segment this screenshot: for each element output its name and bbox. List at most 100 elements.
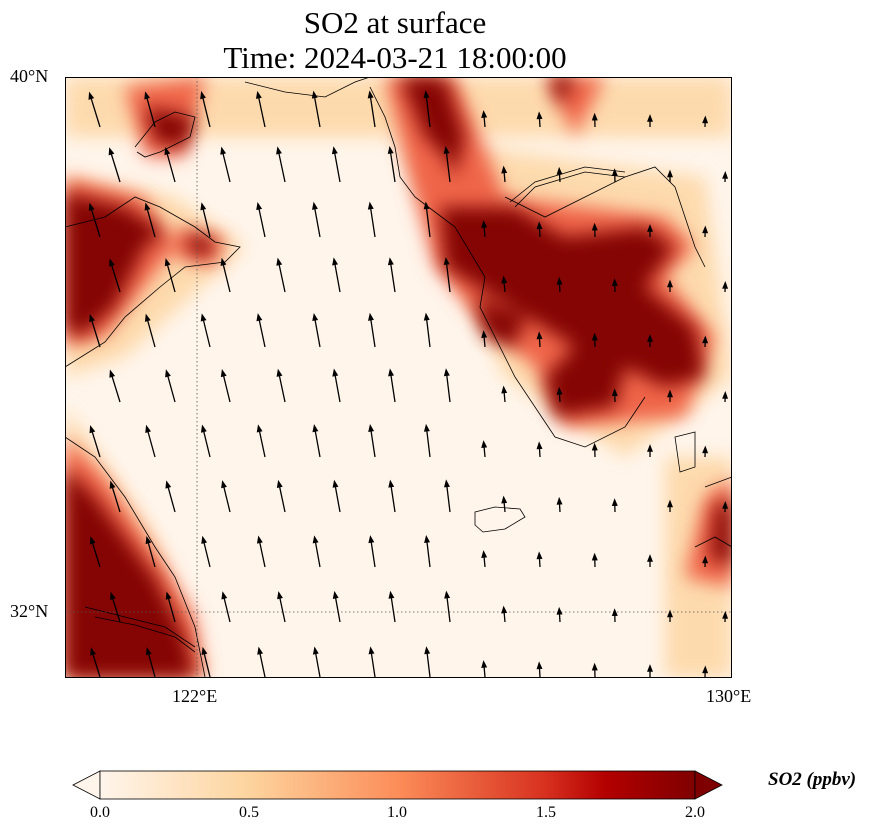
map-title: SO2 at surface — [303, 5, 487, 40]
wind-arrow — [389, 150, 396, 183]
wind-arrowhead — [331, 146, 338, 155]
wind-arrow — [258, 651, 266, 678]
wind-arrow — [334, 484, 341, 513]
wind-arrowhead — [647, 334, 653, 342]
wind-arrowhead — [109, 480, 116, 489]
wind-arrowhead — [591, 222, 598, 231]
wind-arrowhead — [332, 590, 339, 599]
wind-arrowhead — [501, 385, 508, 394]
wind-arrowhead — [444, 479, 450, 488]
wind-arrow — [166, 262, 176, 293]
wind-arrow — [202, 318, 211, 348]
wind-arrowhead — [722, 391, 729, 399]
wind-arrowhead — [256, 313, 263, 322]
wind-arrow — [202, 206, 211, 238]
wind-arrowhead — [481, 660, 488, 668]
wind-arrow — [278, 484, 286, 513]
wind-arrowhead — [556, 276, 563, 285]
wind-arrowhead — [89, 425, 96, 434]
wind-arrowhead — [424, 646, 431, 655]
wind-arrowhead — [611, 498, 618, 507]
wind-arrowhead — [667, 389, 673, 398]
wind-arrowhead — [387, 146, 394, 155]
wind-arrowhead — [501, 275, 508, 284]
wind-arrowhead — [501, 605, 508, 614]
colorbar-extend-max — [694, 770, 723, 800]
wind-arrowhead — [200, 424, 207, 433]
wind-arrow — [446, 484, 451, 513]
wind-arrow — [145, 95, 156, 128]
wind-arrowhead — [200, 313, 207, 322]
wind-arrow — [166, 485, 176, 513]
wind-arrowhead — [702, 445, 709, 454]
wind-arrowhead — [702, 665, 709, 674]
wind-arrow — [314, 540, 321, 568]
wind-arrow — [369, 206, 376, 238]
wind-arrowhead — [647, 114, 653, 122]
wind-arrowhead — [722, 611, 729, 619]
wind-arrowhead — [256, 201, 263, 211]
wind-arrow — [314, 428, 321, 458]
wind-arrowhead — [556, 496, 563, 505]
wind-arrowhead — [368, 312, 374, 321]
wind-arrow — [313, 95, 321, 128]
wind-arrowhead — [611, 278, 618, 287]
wind-arrowhead — [702, 225, 709, 234]
wind-arrowhead — [90, 647, 96, 656]
wind-arrow — [91, 540, 101, 568]
wind-arrow — [369, 317, 376, 348]
wind-arrowhead — [312, 535, 319, 544]
wind-arrowhead — [611, 608, 618, 617]
wind-arrowhead — [109, 369, 116, 378]
wind-arrowhead — [443, 368, 450, 377]
wind-arrow — [370, 540, 376, 568]
colorbar-label: SO2 (ppbv) — [768, 769, 857, 790]
wind-arrowhead — [443, 257, 450, 266]
wind-arrowhead — [276, 368, 283, 377]
wind-arrowhead — [220, 368, 227, 378]
wind-arrowhead — [368, 423, 375, 432]
wind-arrow — [110, 374, 121, 403]
wind-arrow — [146, 207, 156, 238]
colorbar-tick: 0.5 — [239, 804, 259, 821]
wind-arrowhead — [536, 111, 543, 120]
wind-arrow — [90, 207, 101, 238]
wind-arrowhead — [423, 312, 430, 321]
colorbar-extend-min — [72, 770, 101, 800]
wind-arrow — [201, 95, 211, 128]
wind-arrow — [425, 95, 431, 128]
wind-arrowhead — [702, 115, 709, 124]
wind-arrowhead — [255, 90, 262, 99]
wind-arrow — [147, 540, 156, 568]
wind-arrowhead — [200, 91, 206, 100]
wind-arrowhead — [647, 664, 653, 672]
wind-arrowhead — [367, 201, 374, 210]
wind-arrow — [389, 262, 396, 293]
wind-arrowhead — [145, 647, 152, 656]
wind-arrowhead — [536, 551, 543, 560]
map-frame — [65, 77, 732, 678]
wind-arrow — [334, 595, 341, 623]
wind-arrowhead — [667, 279, 673, 288]
wind-arrowhead — [722, 281, 729, 289]
wind-arrowhead — [611, 388, 618, 397]
wind-arrow — [203, 651, 211, 678]
wind-arrowhead — [88, 202, 95, 212]
wind-arrowhead — [501, 495, 508, 504]
wind-arrowhead — [200, 202, 207, 211]
wind-arrowhead — [556, 386, 563, 395]
wind-arrowhead — [702, 335, 709, 344]
wind-arrowhead — [367, 90, 374, 99]
wind-arrowhead — [144, 313, 151, 322]
wind-arrow — [277, 151, 286, 183]
wind-arrowhead — [201, 535, 208, 544]
wind-vectors — [88, 90, 729, 678]
wind-arrowhead — [144, 91, 151, 100]
wind-arrowhead — [388, 479, 395, 488]
wind-arrowhead — [311, 90, 318, 99]
wind-arrowhead — [647, 224, 653, 232]
colorbar-gradient — [99, 770, 696, 800]
wind-arrowhead — [591, 442, 598, 451]
wind-arrowhead — [165, 369, 171, 378]
wind-arrowhead — [145, 535, 152, 545]
